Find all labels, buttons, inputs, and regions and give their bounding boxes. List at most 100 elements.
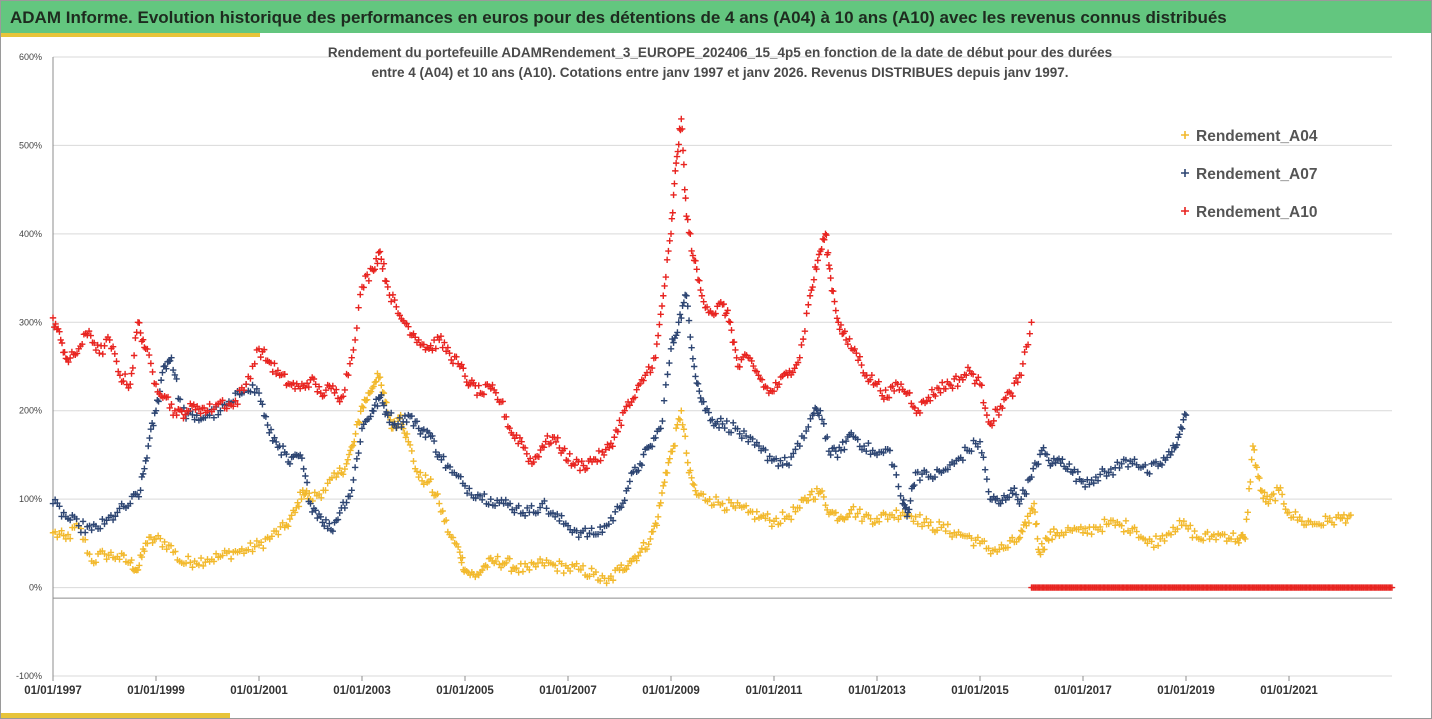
data-point <box>466 380 474 388</box>
data-point <box>609 443 616 450</box>
data-point <box>544 432 551 440</box>
data-point <box>107 512 115 519</box>
data-point <box>260 346 268 353</box>
data-point <box>1154 542 1162 549</box>
data-point <box>1006 537 1014 545</box>
data-point <box>353 324 361 332</box>
data-point <box>721 424 728 432</box>
data-point <box>952 373 960 380</box>
data-point <box>880 395 888 403</box>
data-point <box>1018 495 1025 503</box>
data-point <box>167 542 175 549</box>
data-point <box>107 549 115 556</box>
data-point <box>745 438 752 445</box>
data-point <box>302 472 309 480</box>
data-point <box>472 494 479 502</box>
data-point <box>1249 442 1257 450</box>
data-point <box>790 503 797 511</box>
data-point <box>1092 473 1100 481</box>
data-point <box>740 427 748 435</box>
data-point <box>1027 510 1034 517</box>
data-point <box>1131 524 1138 531</box>
data-point <box>689 480 697 488</box>
data-point <box>94 341 101 349</box>
data-point <box>669 448 676 455</box>
data-point <box>376 248 384 255</box>
data-point <box>1035 460 1042 468</box>
data-point <box>384 411 391 419</box>
data-point <box>1004 544 1012 551</box>
data-point <box>446 463 454 471</box>
data-point <box>753 368 761 375</box>
data-point <box>111 350 118 358</box>
data-point <box>1230 529 1237 537</box>
data-point <box>442 517 450 524</box>
data-point <box>242 380 250 388</box>
data-point <box>631 394 639 401</box>
data-point <box>732 346 739 354</box>
data-point <box>675 141 682 148</box>
data-point <box>453 353 460 360</box>
data-point <box>552 438 560 446</box>
data-point <box>995 411 1003 419</box>
data-point <box>480 391 488 398</box>
data-point <box>676 416 684 424</box>
data-point <box>675 415 682 422</box>
data-point <box>317 513 324 521</box>
data-point <box>657 499 664 507</box>
data-point <box>827 451 834 459</box>
data-point <box>583 465 591 472</box>
data-point <box>663 469 671 477</box>
data-point <box>1257 487 1264 494</box>
data-point <box>329 382 337 390</box>
data-point <box>65 358 72 366</box>
data-point <box>815 251 823 258</box>
data-point <box>315 490 323 498</box>
data-point <box>173 411 180 419</box>
data-point <box>806 491 814 498</box>
data-point <box>678 115 685 123</box>
data-point <box>1324 518 1331 525</box>
data-point <box>566 450 573 458</box>
data-point <box>334 516 342 523</box>
data-point <box>1012 374 1020 382</box>
data-point <box>976 438 984 445</box>
data-point <box>460 365 467 372</box>
data-point <box>1019 360 1027 368</box>
data-point <box>678 314 685 322</box>
data-point <box>560 569 567 577</box>
legend-item: Rendement_A10 <box>1181 204 1317 221</box>
data-point <box>817 407 824 414</box>
data-point <box>429 432 436 440</box>
data-point <box>503 559 510 567</box>
data-point <box>347 447 354 454</box>
data-point <box>420 426 427 433</box>
data-point <box>379 265 386 273</box>
data-point <box>658 489 666 497</box>
data-point <box>463 489 471 497</box>
data-point <box>772 379 779 386</box>
x-tick-label: 01/01/2009 <box>642 685 700 697</box>
data-point <box>733 354 740 362</box>
data-point <box>511 509 518 516</box>
data-point <box>577 566 585 574</box>
data-point <box>720 300 727 308</box>
data-point <box>324 480 331 487</box>
data-point <box>376 373 384 381</box>
data-point <box>678 407 685 414</box>
data-point <box>147 533 155 541</box>
data-point <box>566 567 574 575</box>
data-point <box>684 459 691 466</box>
data-point <box>575 533 582 541</box>
data-point <box>1265 500 1272 507</box>
data-point <box>606 444 613 451</box>
data-point <box>149 368 156 376</box>
data-point <box>1045 537 1052 544</box>
x-tick-label: 01/01/1999 <box>127 685 185 697</box>
data-point <box>659 417 666 425</box>
data-point <box>291 509 299 516</box>
data-point <box>661 479 668 486</box>
data-point <box>161 538 168 546</box>
data-point <box>660 482 667 490</box>
data-point <box>736 430 743 438</box>
